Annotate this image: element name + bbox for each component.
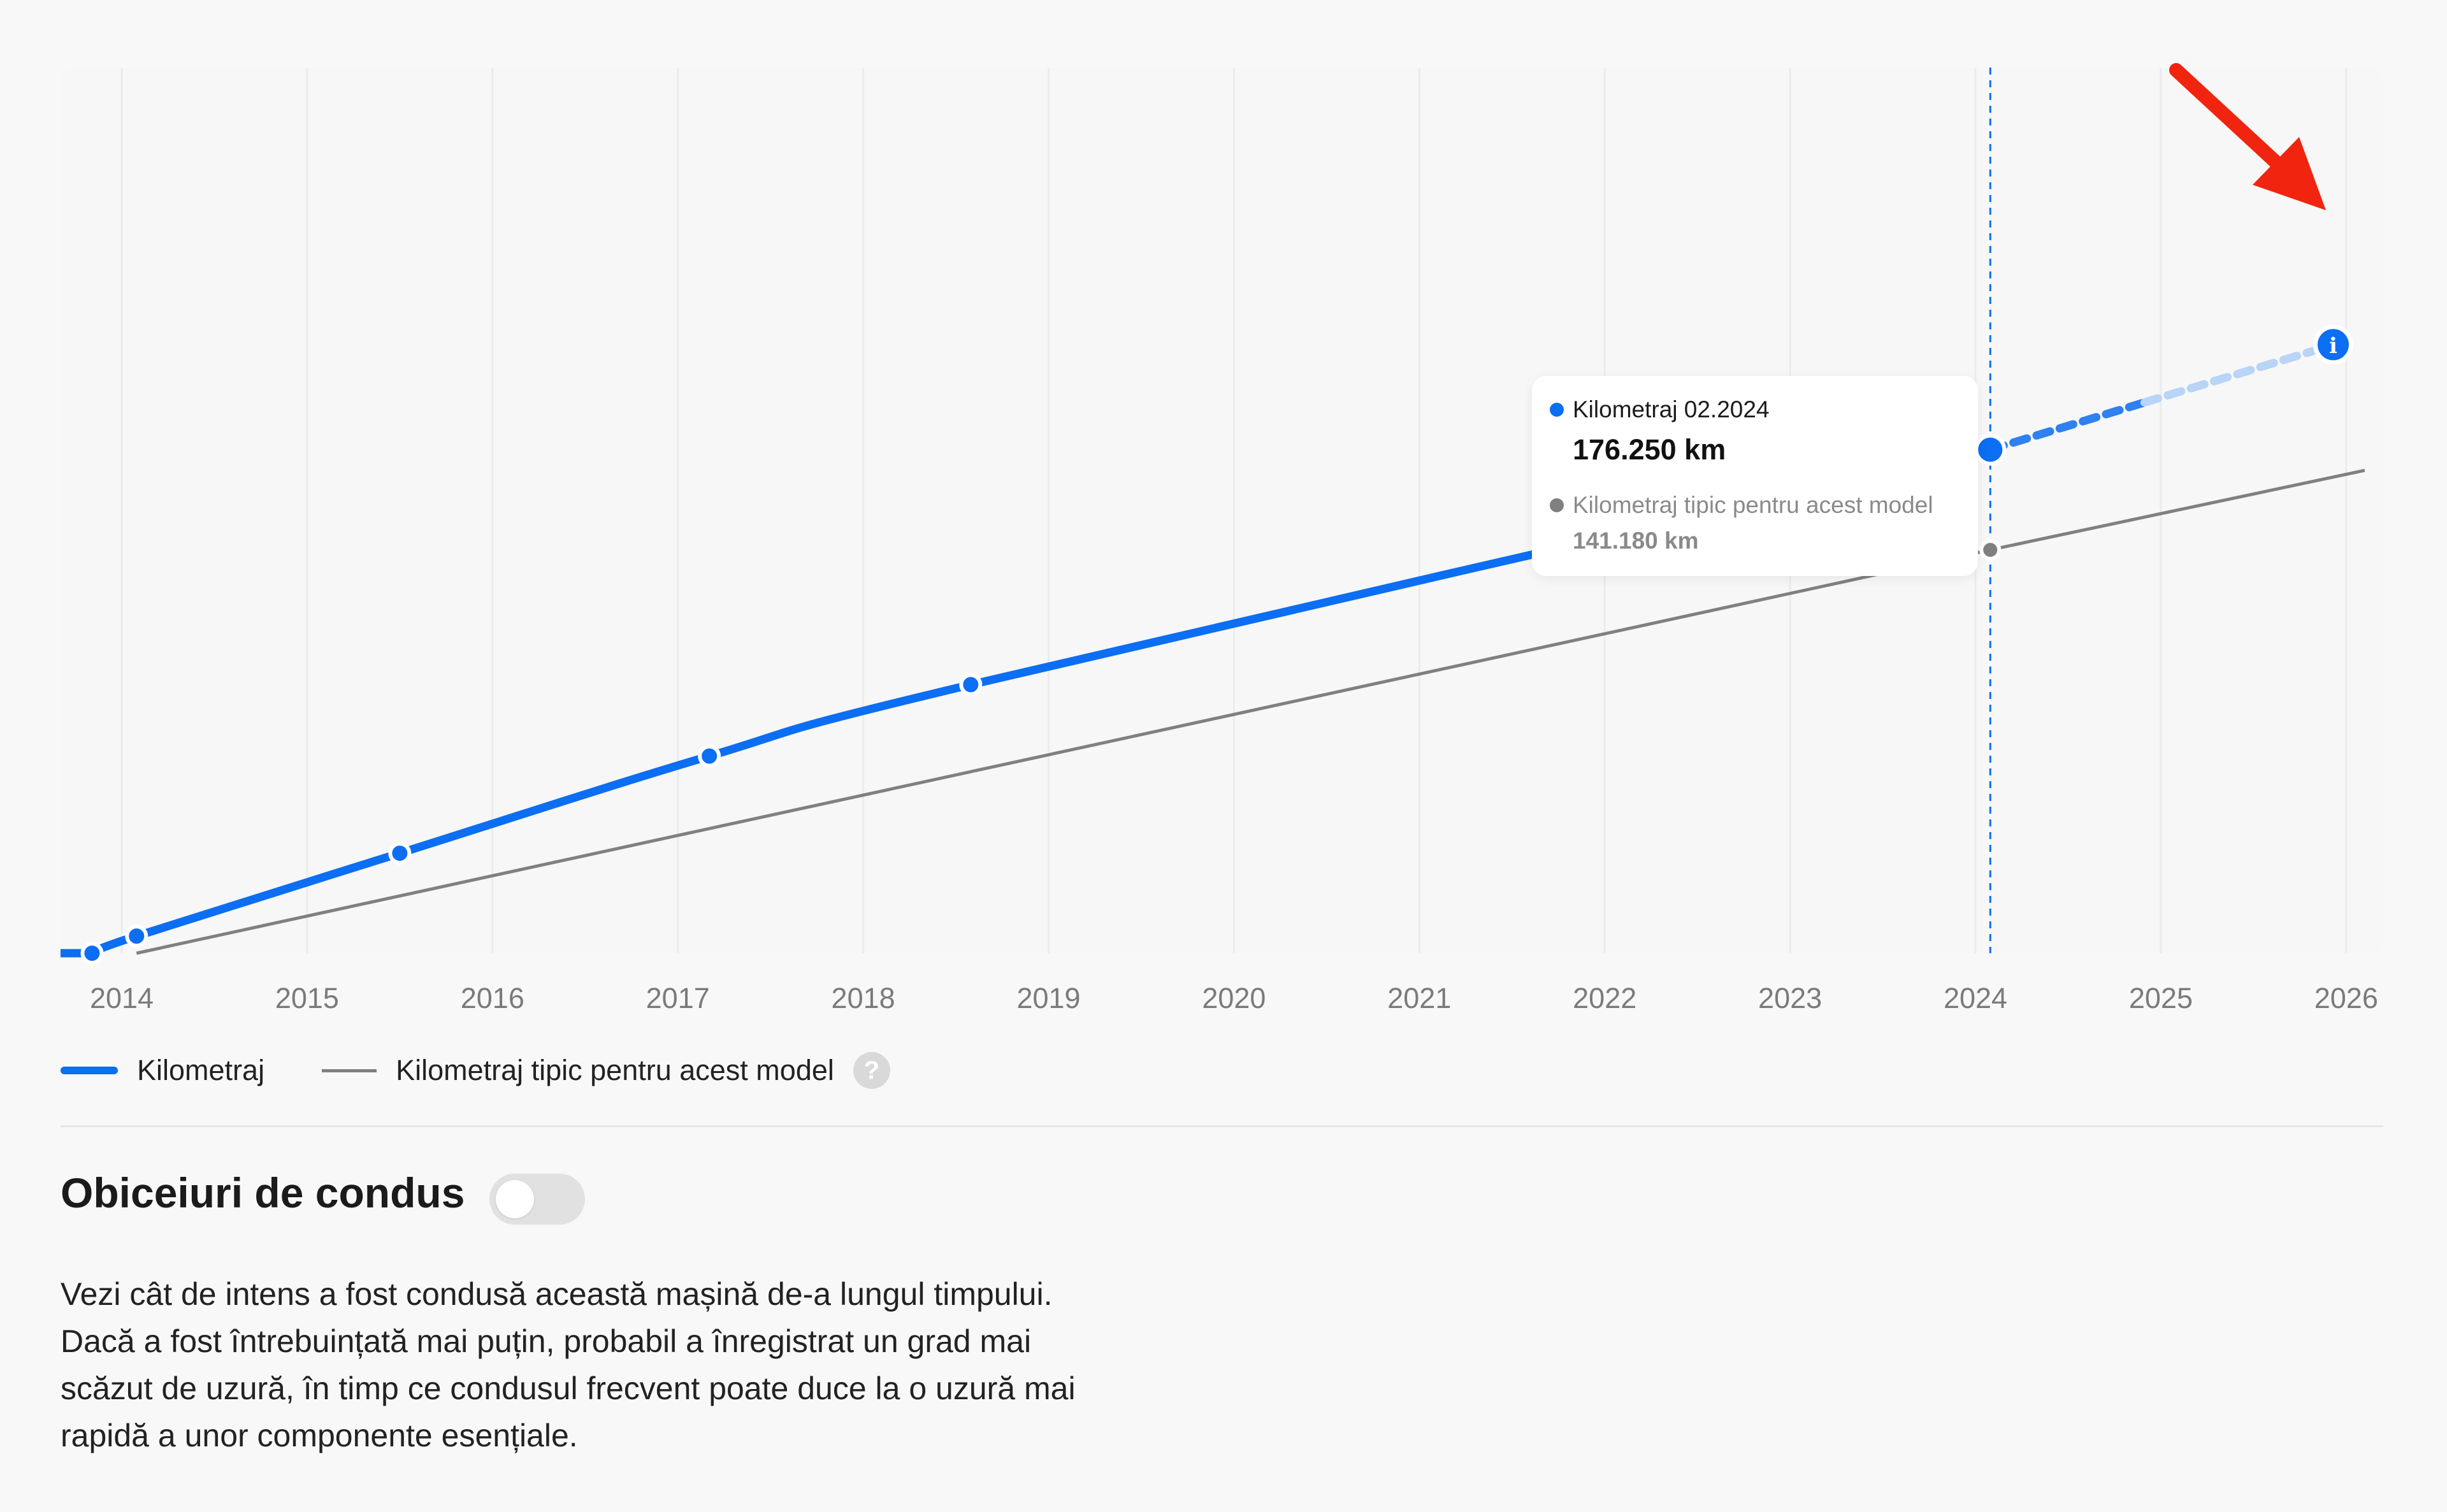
x-tick-label: 2021 [1387, 982, 1451, 1014]
description-line: Dacă a fost întrebuințată mai puțin, pro… [61, 1323, 1032, 1359]
section-divider [61, 1125, 2383, 1127]
tooltip-mileage-dot [1550, 403, 1564, 417]
x-tick-label: 2015 [275, 982, 339, 1014]
mileage-point [80, 942, 104, 965]
x-tick-label: 2017 [646, 982, 710, 1014]
svg-text:i: i [2329, 333, 2337, 359]
description-line: Vezi cât de intens a fost condusă aceast… [61, 1276, 1053, 1312]
section-title: Obiceiuri de condus [61, 1169, 465, 1216]
x-tick-label: 2022 [1573, 982, 1636, 1014]
help-icon[interactable]: ? [853, 1052, 890, 1089]
x-axis-labels: 2014 2015 2016 2017 2018 2019 2020 2021 2022 2023… [90, 982, 2378, 1014]
x-tick-label: 2024 [1944, 982, 2007, 1014]
description-line: rapidă a unor componente esențiale. [61, 1418, 578, 1453]
tooltip-typical-value: 141.180 km [1573, 528, 1699, 554]
driving-habits-toggle[interactable] [489, 1174, 585, 1225]
red-arrow-icon [2169, 63, 2326, 210]
typical-highlight-point [1979, 538, 2002, 561]
x-tick-label: 2020 [1202, 982, 1266, 1014]
mileage-point [125, 925, 148, 948]
mileage-projection-line-faded [2140, 347, 2317, 407]
x-tick-label: 2016 [461, 982, 524, 1014]
mileage-point [388, 842, 412, 865]
mileage-projection-line [1986, 398, 2149, 454]
mileage-point [959, 673, 983, 696]
legend-typical-swatch [322, 1069, 377, 1072]
mileage-highlight-point [1974, 433, 2007, 466]
data-points [80, 433, 2007, 965]
section-description: Vezi cât de intens a fost condusă aceast… [61, 1271, 1284, 1459]
x-tick-label: 2023 [1758, 982, 1822, 1014]
chart-legend: Kilometraj Kilometraj tipic pentru acest… [61, 1048, 890, 1093]
grid-lines [120, 68, 2348, 953]
tooltip-mileage-label: Kilometraj 02.2024 [1573, 396, 1770, 422]
description-line: scăzut de uzură, în timp ce condusul fre… [61, 1371, 1076, 1406]
legend-mileage-swatch [61, 1067, 118, 1074]
toggle-knob[interactable] [496, 1180, 534, 1218]
legend-typical-label: Kilometraj tipic pentru acest model [396, 1054, 834, 1086]
x-tick-label: 2019 [1016, 982, 1080, 1014]
chart-tooltip: Kilometraj 02.2024 176.250 km Kilometraj… [1532, 376, 1978, 576]
legend-mileage-label: Kilometraj [137, 1054, 265, 1086]
x-tick-label: 2026 [2314, 982, 2378, 1014]
x-tick-label: 2025 [2129, 982, 2193, 1014]
mileage-chart: 2014 2015 2016 2017 2018 2019 2020 2021 2022 2023… [61, 63, 2383, 1014]
x-tick-label: 2014 [90, 982, 154, 1014]
tooltip-typical-label: Kilometraj tipic pentru acest model [1573, 492, 1933, 518]
tooltip-typical-dot [1550, 498, 1564, 512]
plot-area [61, 68, 2383, 953]
mileage-point [698, 744, 721, 768]
tooltip-mileage-value: 176.250 km [1573, 433, 1726, 466]
info-icon[interactable]: i [2313, 324, 2353, 365]
mileage-line [87, 445, 1995, 958]
x-tick-label: 2018 [832, 982, 895, 1014]
